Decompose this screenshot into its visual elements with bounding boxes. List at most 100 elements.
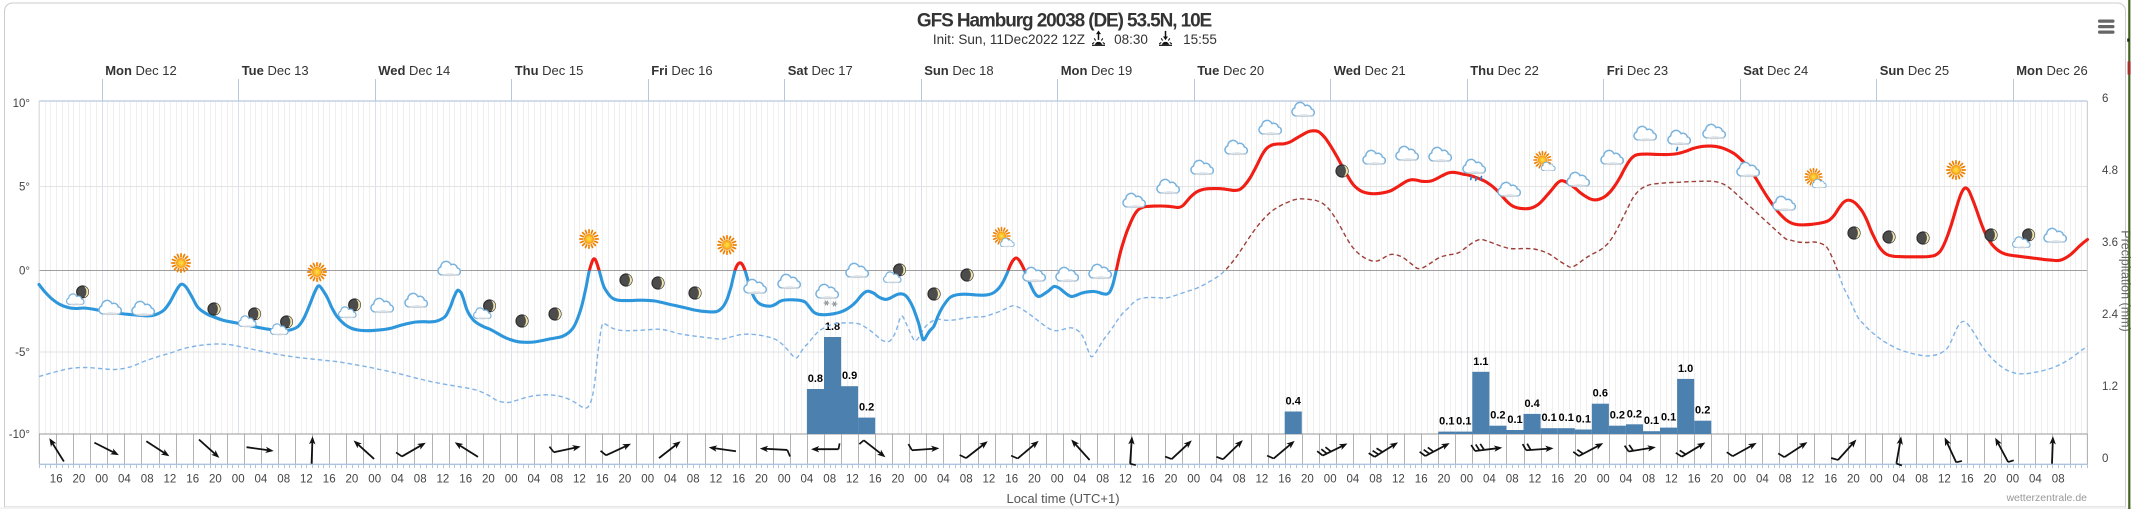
svg-text:12: 12: [573, 474, 586, 486]
svg-text:Sun Dec 25: Sun Dec 25: [1880, 63, 1949, 78]
svg-text:-5°: -5°: [15, 347, 30, 359]
svg-text:12: 12: [1529, 474, 1542, 486]
svg-text:-10°: -10°: [9, 429, 30, 441]
svg-text:00: 00: [778, 474, 791, 486]
svg-text:Sat Dec 24: Sat Dec 24: [1743, 63, 1808, 78]
svg-text:20: 20: [1165, 474, 1178, 486]
svg-text:00: 00: [368, 474, 381, 486]
svg-text:04: 04: [1210, 474, 1223, 486]
svg-text:08: 08: [277, 474, 290, 486]
svg-text:0.4: 0.4: [1524, 398, 1540, 410]
svg-text:16: 16: [186, 474, 199, 486]
svg-text:1.0: 1.0: [1678, 363, 1693, 375]
svg-text:Tue Dec 13: Tue Dec 13: [242, 63, 309, 78]
svg-text:0: 0: [2102, 453, 2108, 465]
svg-text:08: 08: [687, 474, 700, 486]
svg-text:08: 08: [1779, 474, 1792, 486]
svg-text:Init: Sun, 11Dec2022 12Z: Init: Sun, 11Dec2022 12Z: [933, 32, 1085, 47]
svg-text:0.1: 0.1: [1507, 414, 1522, 426]
svg-text:08: 08: [960, 474, 973, 486]
svg-text:16: 16: [1688, 474, 1701, 486]
svg-text:00: 00: [1733, 474, 1746, 486]
svg-text:GFS Hamburg 20038 (DE) 53.5N,: GFS Hamburg 20038 (DE) 53.5N, 10E: [917, 11, 1212, 32]
svg-text:04: 04: [1756, 474, 1769, 486]
svg-text:16: 16: [1961, 474, 1974, 486]
svg-text:04: 04: [1483, 474, 1496, 486]
svg-text:16: 16: [1142, 474, 1155, 486]
svg-text:Wed Dec 21: Wed Dec 21: [1334, 63, 1406, 78]
svg-text:6: 6: [2102, 93, 2108, 105]
svg-text:08: 08: [1096, 474, 1109, 486]
svg-text:20: 20: [209, 474, 222, 486]
svg-text:20: 20: [1984, 474, 1997, 486]
svg-text:20: 20: [1711, 474, 1724, 486]
svg-text:00: 00: [232, 474, 245, 486]
svg-text:0.1: 0.1: [1541, 412, 1556, 424]
svg-text:Local time (UTC+1): Local time (UTC+1): [1006, 491, 1119, 506]
svg-text:08: 08: [414, 474, 427, 486]
svg-text:12: 12: [1119, 474, 1132, 486]
svg-text:04: 04: [255, 474, 268, 486]
svg-text:04: 04: [1893, 474, 1906, 486]
svg-text:2.4: 2.4: [2102, 309, 2119, 321]
svg-text:Thu Dec 15: Thu Dec 15: [515, 63, 584, 78]
svg-text:00: 00: [1460, 474, 1473, 486]
svg-text:Tue Dec 20: Tue Dec 20: [1197, 63, 1264, 78]
svg-text:Mon Dec 26: Mon Dec 26: [2016, 63, 2088, 78]
svg-text:00: 00: [505, 474, 518, 486]
svg-text:00: 00: [1597, 474, 1610, 486]
svg-text:0.8: 0.8: [808, 373, 823, 385]
svg-text:16: 16: [596, 474, 609, 486]
svg-text:16: 16: [1551, 474, 1564, 486]
svg-text:Sat Dec 17: Sat Dec 17: [788, 63, 853, 78]
svg-text:12: 12: [1802, 474, 1815, 486]
svg-text:10°: 10°: [13, 98, 30, 110]
svg-text:3.6: 3.6: [2102, 237, 2118, 249]
svg-text:1.1: 1.1: [1473, 356, 1488, 368]
svg-text:wetterzentrale.de: wetterzentrale.de: [2005, 492, 2087, 504]
svg-text:12: 12: [846, 474, 859, 486]
svg-text:08: 08: [550, 474, 563, 486]
svg-text:Fri Dec 23: Fri Dec 23: [1607, 63, 1668, 78]
svg-text:0.1: 0.1: [1644, 415, 1659, 427]
svg-text:Mon Dec 12: Mon Dec 12: [105, 63, 177, 78]
svg-text:12: 12: [300, 474, 313, 486]
svg-text:08: 08: [823, 474, 836, 486]
svg-text:0°: 0°: [19, 266, 30, 278]
svg-text:Mon Dec 19: Mon Dec 19: [1061, 63, 1133, 78]
svg-text:04: 04: [937, 474, 950, 486]
svg-text:08: 08: [141, 474, 154, 486]
svg-text:Wed Dec 14: Wed Dec 14: [378, 63, 450, 78]
svg-text:0.6: 0.6: [1593, 388, 1608, 400]
svg-text:20: 20: [1574, 474, 1587, 486]
svg-text:04: 04: [801, 474, 814, 486]
svg-text:00: 00: [1870, 474, 1883, 486]
svg-text:16: 16: [1005, 474, 1018, 486]
svg-text:20: 20: [892, 474, 905, 486]
svg-text:0.2: 0.2: [1695, 405, 1710, 417]
svg-text:12: 12: [1665, 474, 1678, 486]
svg-text:20: 20: [1301, 474, 1314, 486]
svg-text:16: 16: [459, 474, 472, 486]
svg-text:04: 04: [2029, 474, 2042, 486]
svg-text:12: 12: [1392, 474, 1405, 486]
svg-text:12: 12: [1938, 474, 1951, 486]
svg-text:16: 16: [732, 474, 745, 486]
svg-text:04: 04: [391, 474, 404, 486]
svg-text:08: 08: [2052, 474, 2065, 486]
svg-text:0.1: 0.1: [1439, 416, 1454, 428]
svg-text:16: 16: [869, 474, 882, 486]
svg-text:00: 00: [1051, 474, 1064, 486]
svg-text:04: 04: [1620, 474, 1633, 486]
svg-text:08: 08: [1642, 474, 1655, 486]
svg-text:08: 08: [1369, 474, 1382, 486]
svg-text:0.1: 0.1: [1559, 412, 1574, 424]
svg-text:16: 16: [50, 474, 63, 486]
svg-text:04: 04: [118, 474, 131, 486]
svg-text:12: 12: [983, 474, 996, 486]
svg-text:0.1: 0.1: [1661, 412, 1676, 424]
svg-text:0.4: 0.4: [1286, 396, 1302, 408]
svg-text:20: 20: [1847, 474, 1860, 486]
svg-text:00: 00: [641, 474, 654, 486]
svg-text:20: 20: [346, 474, 359, 486]
